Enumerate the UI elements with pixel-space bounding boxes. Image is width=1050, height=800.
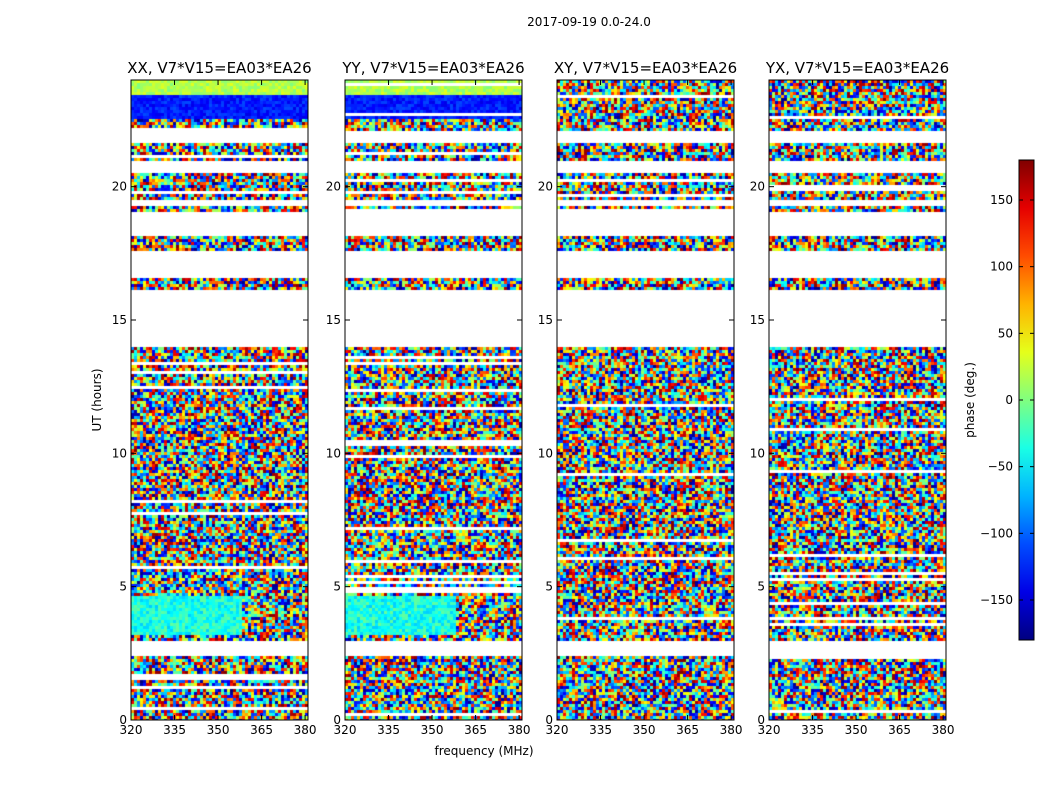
panel-frame (768, 79, 947, 721)
x-axis-label: frequency (MHz) (434, 744, 533, 758)
y-tick-label: 15 (538, 313, 553, 327)
y-tick-label: 20 (750, 180, 765, 194)
y-tick-label: 20 (112, 180, 127, 194)
panel-frame (556, 79, 735, 721)
x-tick-label: 365 (888, 723, 911, 737)
x-tick-label: 350 (845, 723, 868, 737)
panel-xx: XX, V7*V15=EA03*EA26 320 335 350 365 380 0 5 10 1… (112, 59, 317, 737)
colorbar-tick-label: −100 (980, 526, 1013, 540)
y-tick-label: 10 (750, 446, 765, 460)
x-tick-label: 320 (334, 723, 357, 737)
y-tick-label: 15 (750, 313, 765, 327)
x-tick-label: 380 (720, 723, 743, 737)
y-tick-label: 5 (757, 580, 765, 594)
x-tick-label: 335 (801, 723, 824, 737)
y-tick-label: 15 (112, 313, 127, 327)
phase-heatmap (769, 80, 946, 720)
y-tick-label: 0 (757, 713, 765, 727)
colorbar-tick-label: −50 (988, 460, 1013, 474)
panel-title: YX, V7*V15=EA03*EA26 (765, 59, 949, 77)
y-tick-label: 5 (545, 580, 553, 594)
colorbar-tick-label: 50 (998, 326, 1013, 340)
x-tick-label: 380 (932, 723, 955, 737)
y-tick-label: 10 (538, 446, 553, 460)
phase-heatmap (557, 80, 734, 720)
x-tick-label: 335 (163, 723, 186, 737)
x-tick-label: 365 (250, 723, 273, 737)
phase-heatmap (345, 80, 522, 720)
panel-yy: YY, V7*V15=EA03*EA26 320 335 350 365 380 0 5 10 1… (326, 59, 531, 737)
x-tick-label: 320 (546, 723, 569, 737)
x-tick-label: 365 (464, 723, 487, 737)
panels: XX, V7*V15=EA03*EA26 320 335 350 365 380 0 5 10 1… (112, 59, 955, 737)
panel-xy: XY, V7*V15=EA03*EA26 320 335 350 365 380 0 5 10 1… (538, 59, 743, 737)
colorbar-tick-label: −150 (980, 593, 1013, 607)
x-tick-label: 335 (377, 723, 400, 737)
y-tick-label: 5 (119, 580, 127, 594)
y-axis-label: UT (hours) (90, 368, 104, 431)
y-tick-label: 20 (326, 180, 341, 194)
x-tick-label: 335 (589, 723, 612, 737)
y-tick-label: 0 (333, 713, 341, 727)
panel-frame (130, 79, 309, 721)
figure-title: 2017-09-19 0.0-24.0 (527, 15, 651, 29)
panel-yx: YX, V7*V15=EA03*EA26 320 335 350 365 380 0 5 10 1… (750, 59, 955, 737)
y-tick-label: 10 (326, 446, 341, 460)
y-tick-label: 0 (545, 713, 553, 727)
x-tick-label: 350 (421, 723, 444, 737)
colorbar-label: phase (deg.) (963, 362, 977, 438)
y-tick-label: 15 (326, 313, 341, 327)
x-tick-label: 365 (676, 723, 699, 737)
colorbar-tick-label: 150 (990, 193, 1013, 207)
colorbar-tick-label: 0 (1005, 393, 1013, 407)
x-tick-label: 350 (633, 723, 656, 737)
panel-title: XY, V7*V15=EA03*EA26 (554, 59, 737, 77)
colorbar: 150 100 50 0 −50 −100 −150 (980, 159, 1035, 641)
x-tick-label: 380 (508, 723, 531, 737)
phase-heatmap (131, 80, 308, 720)
y-tick-label: 5 (333, 580, 341, 594)
panel-title: XX, V7*V15=EA03*EA26 (127, 59, 311, 77)
y-tick-label: 10 (112, 446, 127, 460)
x-tick-label: 350 (207, 723, 230, 737)
x-tick-label: 320 (758, 723, 781, 737)
panel-title: YY, V7*V15=EA03*EA26 (341, 59, 524, 77)
panel-frame (344, 79, 523, 721)
x-tick-label: 320 (120, 723, 143, 737)
x-tick-label: 380 (294, 723, 317, 737)
y-tick-label: 20 (538, 180, 553, 194)
y-tick-label: 0 (119, 713, 127, 727)
colorbar-tick-label: 100 (990, 260, 1013, 274)
colorbar-gradient (1019, 160, 1034, 640)
